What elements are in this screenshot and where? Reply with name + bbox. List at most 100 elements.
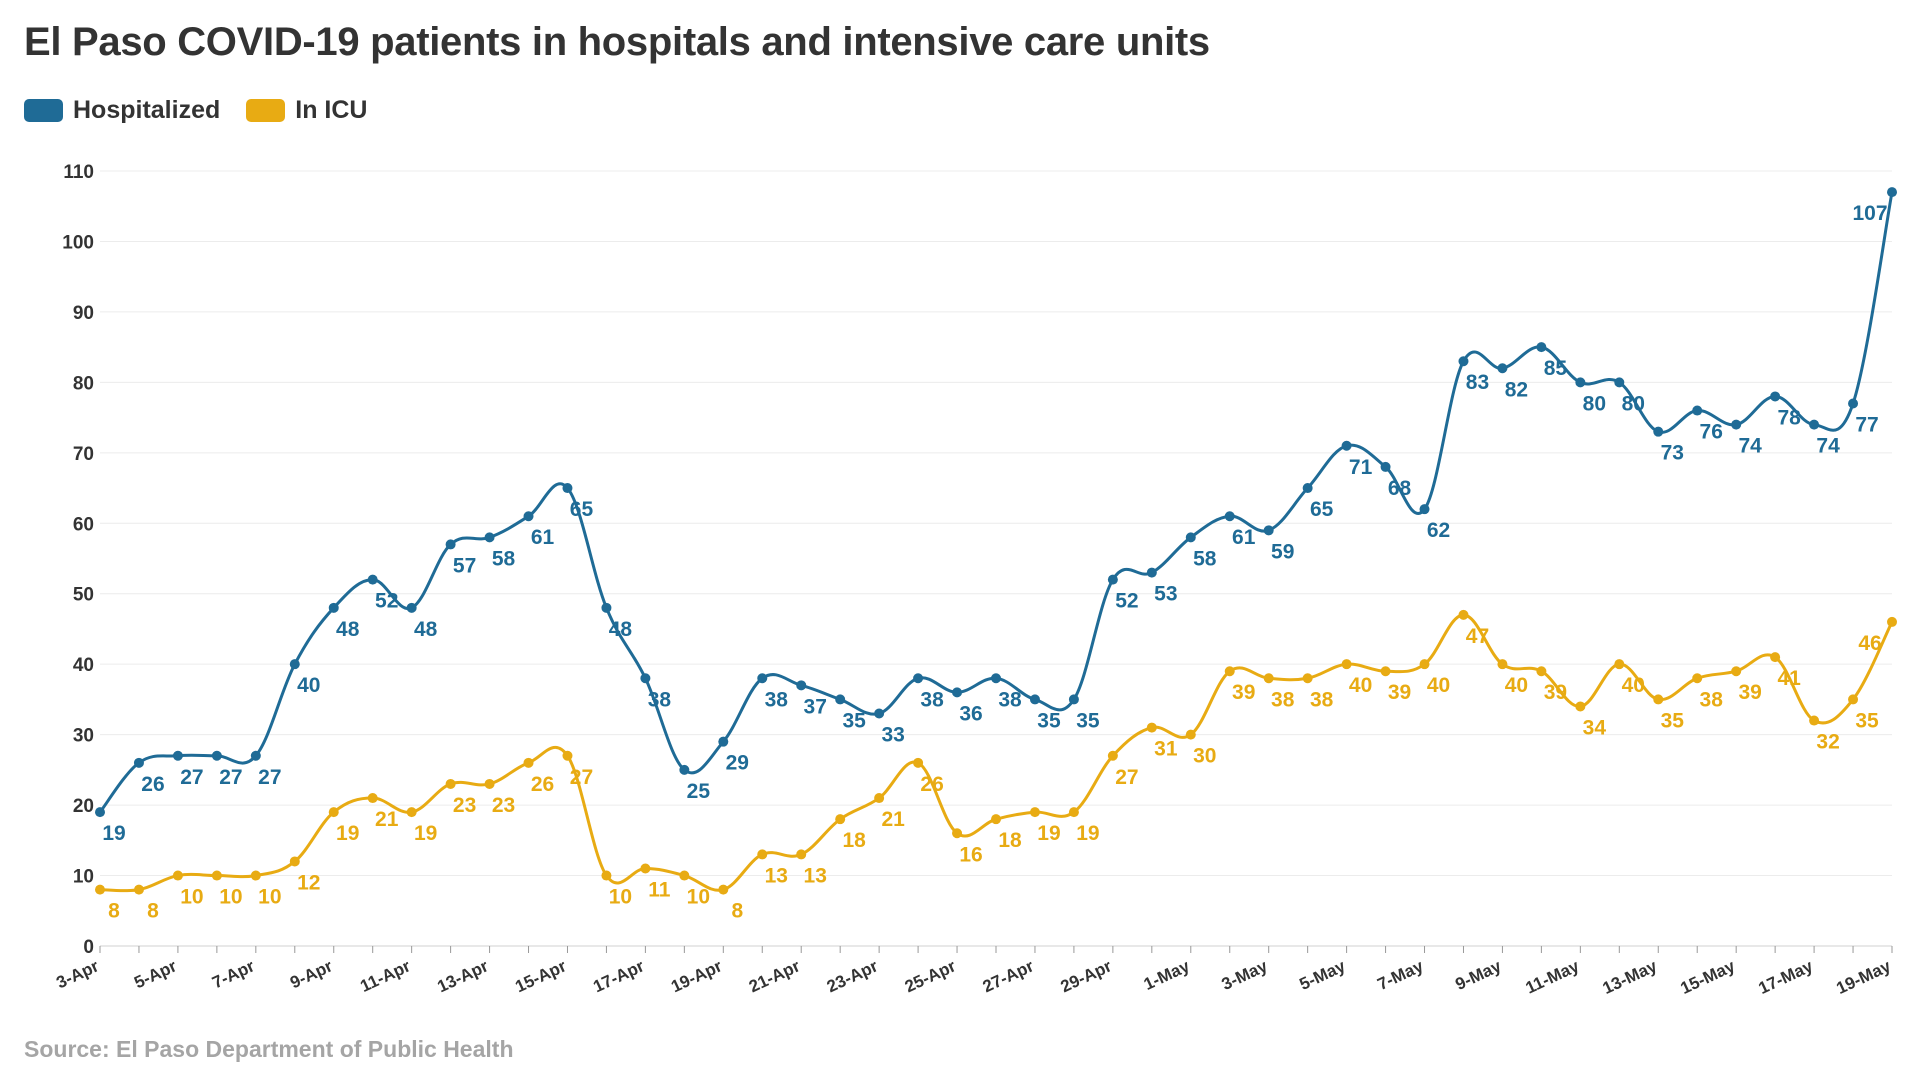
data-point-hospitalized [601,602,612,613]
data-label-icu: 40 [1622,674,1645,697]
data-point-icu [1380,666,1391,677]
x-tick-label: 13-Apr [434,956,491,996]
data-point-icu [718,884,729,895]
x-tick-label: 17-Apr [590,956,647,996]
data-point-hospitalized [835,694,846,705]
line-chart: 0 10 20 30 40 50 60 70 80 90 100 110 3-Apr 5-Apr 7-Ap… [53,162,1897,998]
x-tick-label: 27-Apr [980,956,1037,996]
data-point-hospitalized [1614,377,1625,388]
data-label-icu: 32 [1816,731,1839,754]
x-tick-label: 23-Apr [824,956,881,996]
y-tick-label: 40 [73,655,94,676]
data-label-icu: 19 [1076,822,1099,845]
data-label-icu: 39 [1738,681,1761,704]
data-point-hospitalized [1731,419,1742,430]
data-point-hospitalized [523,511,534,522]
y-tick-label: 60 [73,514,94,535]
data-point-icu [1497,659,1508,670]
data-point-hospitalized [250,750,261,761]
data-label-hospitalized: 35 [1037,709,1061,732]
data-label-icu: 39 [1232,681,1255,704]
x-tick-label: 21-Apr [746,956,803,996]
data-point-hospitalized [1380,461,1391,472]
data-point-icu [562,750,573,761]
data-point-hospitalized [1107,574,1118,585]
data-point-icu [1536,666,1547,677]
data-label-icu: 23 [453,794,476,817]
data-label-hospitalized: 74 [1816,435,1840,458]
data-point-icu [874,793,885,804]
x-tick-label: 1-May [1141,956,1193,994]
data-point-hospitalized [1770,391,1781,402]
data-label-icu: 19 [414,822,437,845]
legend-item-hospitalized: Hospitalized [24,96,220,125]
y-tick-label: 0 [83,937,94,958]
y-tick-label: 90 [73,303,94,324]
data-point-icu [1302,673,1313,684]
data-label-icu: 26 [920,773,943,796]
data-point-hospitalized [1848,398,1859,409]
x-tick-label: 5-Apr [131,956,180,992]
data-label-icu: 27 [1115,766,1138,789]
data-label-icu: 21 [881,808,905,831]
gridlines [100,170,1892,947]
data-point-hospitalized [172,750,183,761]
data-label-hospitalized: 38 [648,688,672,711]
data-label-icu: 38 [1271,688,1295,711]
legend: Hospitalized In ICU [24,96,367,125]
data-point-icu [1146,722,1157,733]
y-tick-label: 50 [73,585,94,606]
y-tick-label: 70 [73,444,94,465]
data-point-icu [328,807,339,818]
x-tick-label: 7-May [1375,956,1427,994]
data-point-icu [991,814,1001,825]
data-point-icu [757,849,768,860]
data-point-hospitalized [406,602,417,613]
data-label-hospitalized: 59 [1271,540,1294,563]
legend-label-hospitalized: Hospitalized [73,96,221,124]
x-tick-label: 3-May [1219,956,1271,994]
data-label-icu: 10 [687,886,710,909]
data-point-hospitalized [484,532,495,543]
data-label-hospitalized: 37 [804,695,827,718]
data-point-icu [835,814,846,825]
data-label-icu: 10 [258,886,281,909]
x-tick-label: 17-May [1756,956,1817,998]
data-point-hospitalized [1146,567,1157,578]
data-point-hospitalized [1458,356,1469,367]
data-label-hospitalized: 38 [765,688,789,711]
data-point-hospitalized [1029,694,1040,705]
data-label-icu: 8 [147,900,159,923]
data-point-icu [1029,807,1040,818]
data-point-icu [1419,659,1430,670]
legend-item-icu: In ICU [246,96,367,125]
x-tick-label: 11-Apr [357,956,413,996]
data-point-hospitalized [133,757,144,768]
data-point-icu [952,828,963,839]
data-point-hospitalized [1575,377,1586,388]
data-point-hospitalized [95,807,105,818]
x-tick-label: 11-May [1523,956,1583,997]
data-point-hospitalized [796,680,807,691]
data-point-icu [1848,694,1859,705]
data-label-icu: 8 [731,900,743,923]
data-point-hospitalized [640,673,651,684]
data-label-hospitalized: 40 [297,674,320,697]
data-point-icu [1107,750,1118,761]
data-label-hospitalized: 83 [1466,371,1489,394]
data-label-hospitalized: 53 [1154,583,1177,606]
data-point-icu [640,863,651,874]
data-label-hospitalized: 35 [842,709,866,732]
legend-label-icu: In ICU [295,96,368,124]
data-label-hospitalized: 52 [1115,590,1138,613]
x-tick-label: 9-May [1452,956,1504,994]
data-point-hospitalized [1302,483,1313,494]
data-point-hospitalized [1497,363,1508,374]
data-point-hospitalized [1536,342,1547,353]
data-label-hospitalized: 27 [180,766,203,789]
data-point-icu [133,884,144,895]
data-label-icu: 41 [1777,667,1801,690]
data-label-icu: 10 [180,886,203,909]
data-label-hospitalized: 71 [1349,456,1373,479]
data-point-hospitalized [1809,419,1820,430]
